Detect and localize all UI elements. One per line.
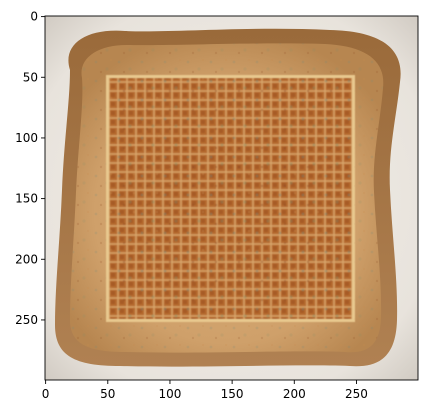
image-area [45,16,418,380]
x-tick-label: 100 [159,387,182,401]
y-tick-label: 250 [15,313,38,327]
x-tick-label: 250 [345,387,368,401]
y-tick-label: 100 [15,131,38,145]
y-tick-label: 0 [30,10,38,24]
x-tick-label: 50 [100,387,115,401]
grid-patch [106,75,355,322]
y-tick-label: 200 [15,252,38,266]
y-tick-label: 50 [23,70,38,84]
y-tick-label: 150 [15,192,38,206]
x-axis: 0 50 100 150 200 250 [42,380,368,401]
x-tick-label: 200 [283,387,306,401]
x-tick-label: 0 [42,387,50,401]
x-tick-label: 150 [221,387,244,401]
y-axis: 0 50 100 150 200 250 [15,10,45,327]
